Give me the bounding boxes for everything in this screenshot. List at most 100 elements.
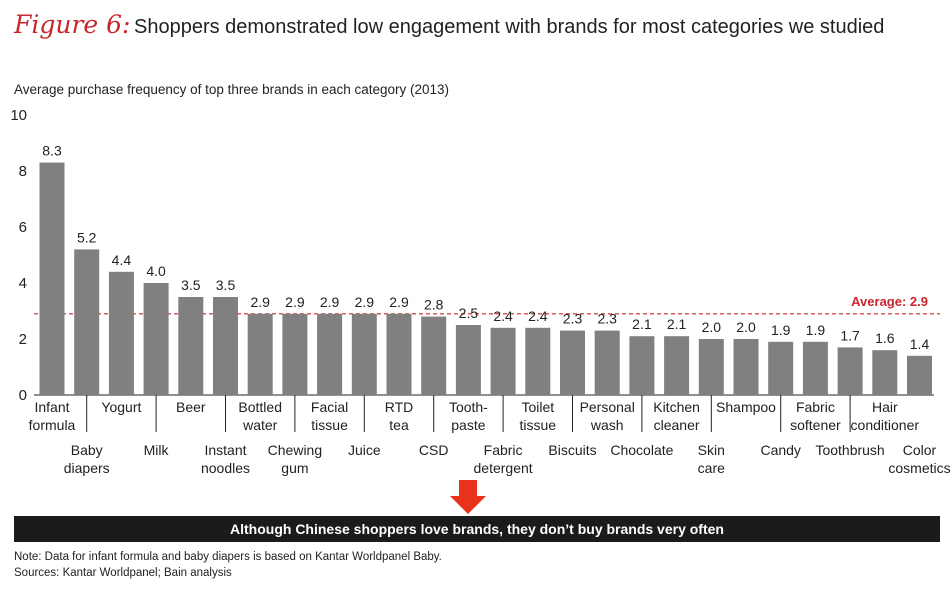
category-label: water <box>242 417 278 433</box>
y-tick-label: 0 <box>19 387 27 404</box>
bars <box>39 162 932 395</box>
bar <box>282 313 308 395</box>
bar <box>351 313 377 395</box>
category-label: Bottled <box>238 399 282 415</box>
category-label: Kitchen <box>653 399 700 415</box>
category-label: cleaner <box>654 417 700 433</box>
category-label: paste <box>451 417 485 433</box>
bar <box>629 336 655 395</box>
category-label: Infant <box>34 399 69 415</box>
bar <box>560 330 585 395</box>
category-label: Toothbrush <box>815 442 884 458</box>
value-label: 2.4 <box>493 308 513 324</box>
bar <box>455 325 481 395</box>
category-label: conditioner <box>851 417 920 433</box>
bar <box>39 162 65 395</box>
category-label: CSD <box>419 442 449 458</box>
category-label: Fabric <box>484 442 523 458</box>
bar <box>108 271 134 395</box>
value-label: 1.9 <box>806 322 826 338</box>
sources-text: Sources: Kantar Worldpanel; Bain analysi… <box>14 567 232 579</box>
average-line-group: Average: 2.9 <box>34 294 940 315</box>
category-label: tissue <box>311 417 348 433</box>
value-label: 8.3 <box>42 143 62 159</box>
category-label: Personal <box>580 399 635 415</box>
value-label: 1.6 <box>875 330 895 346</box>
bar <box>213 297 238 395</box>
category-label: diapers <box>64 460 110 476</box>
chart-subtitle: Average purchase frequency of top three … <box>14 82 449 97</box>
value-label: 2.8 <box>424 297 444 313</box>
bar <box>907 355 932 395</box>
bar <box>768 341 794 395</box>
category-label: formula <box>29 417 76 433</box>
category-label: cosmetics <box>888 460 950 476</box>
value-label: 2.9 <box>355 294 375 310</box>
bar <box>837 347 863 395</box>
value-label: 3.5 <box>181 277 201 293</box>
category-label: Milk <box>144 442 170 458</box>
category-label: noodles <box>201 460 250 476</box>
bar-chart: Figure 6: Shoppers demonstrated low enga… <box>10 10 950 476</box>
value-label: 2.0 <box>702 319 722 335</box>
bar <box>802 341 828 395</box>
bar <box>143 283 169 395</box>
down-arrow-icon <box>450 480 486 514</box>
y-tick-label: 4 <box>19 275 27 292</box>
value-label: 5.2 <box>77 229 97 245</box>
category-label: Shampoo <box>716 399 776 415</box>
conclusion-banner: Although Chinese shoppers love brands, t… <box>14 516 940 542</box>
category-label: Toilet <box>521 399 554 415</box>
bar <box>490 327 516 395</box>
value-label: 2.9 <box>250 294 270 310</box>
category-label: Candy <box>760 442 800 458</box>
category-label: RTD <box>385 399 414 415</box>
category-label: Beer <box>176 399 206 415</box>
value-label: 2.9 <box>285 294 305 310</box>
category-label: Biscuits <box>548 442 596 458</box>
value-label: 1.9 <box>771 322 791 338</box>
value-label: 2.0 <box>736 319 756 335</box>
y-tick-label: 8 <box>19 163 27 180</box>
category-label: detergent <box>474 460 533 476</box>
category-label: Chocolate <box>610 442 673 458</box>
value-label: 2.9 <box>320 294 340 310</box>
average-label: Average: 2.9 <box>851 294 928 309</box>
category-label: Skin <box>698 442 725 458</box>
bar <box>698 339 724 395</box>
y-tick-label: 10 <box>10 107 27 124</box>
value-label: 2.5 <box>459 305 479 321</box>
category-label: Juice <box>348 442 381 458</box>
figure-label: Figure 6: <box>13 10 130 39</box>
bar <box>317 313 343 395</box>
value-label: 2.9 <box>389 294 409 310</box>
category-label: Tooth- <box>449 399 488 415</box>
value-labels: 8.3 5.2 4.4 4.0 3.5 3.5 2.9 2.9 2.9 2.9 2.9 2.8 2.5 2… <box>42 143 929 352</box>
bar <box>386 313 412 395</box>
bar <box>733 339 759 395</box>
banner-text: Although Chinese shoppers love brands, t… <box>230 521 724 537</box>
bar <box>525 327 551 395</box>
bar <box>74 249 100 395</box>
bar <box>664 336 690 395</box>
value-label: 1.7 <box>840 327 860 343</box>
note-text: Note: Data for infant formula and baby d… <box>14 551 442 563</box>
category-label: Hair <box>872 399 898 415</box>
category-label: tea <box>389 417 409 433</box>
category-label: care <box>698 460 725 476</box>
bar <box>421 316 447 395</box>
category-label: tissue <box>520 417 557 433</box>
value-label: 4.0 <box>146 263 166 279</box>
category-label: Baby <box>71 442 103 458</box>
category-label: softener <box>790 417 841 433</box>
bar <box>247 313 273 395</box>
category-label: gum <box>281 460 308 476</box>
y-tick-label: 2 <box>19 331 27 348</box>
bar <box>594 330 620 395</box>
value-label: 3.5 <box>216 277 236 293</box>
category-label: Yogurt <box>101 399 141 415</box>
category-labels: Infant formula Baby diapers Yogurt Milk Beer In… <box>29 395 950 476</box>
value-label: 2.1 <box>632 316 652 332</box>
bar <box>178 297 204 395</box>
bar <box>872 350 898 395</box>
